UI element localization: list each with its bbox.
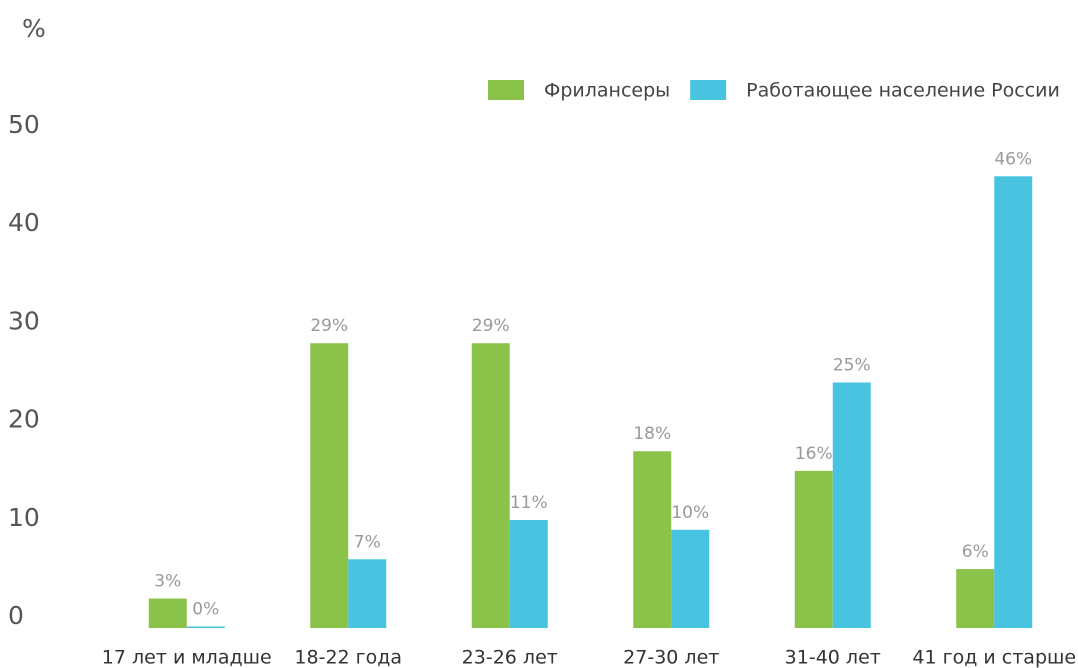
bar — [633, 451, 672, 628]
value-label: 11% — [510, 493, 548, 513]
x-tick-label: 27-30 лет — [623, 647, 719, 668]
value-label: 46% — [994, 149, 1032, 169]
bar — [832, 382, 871, 628]
value-label: 29% — [472, 316, 510, 336]
bar — [794, 470, 833, 628]
x-tick-label: 17 лет и младше — [102, 647, 272, 668]
y-tick-label: 20 — [8, 405, 40, 434]
value-label: 29% — [310, 316, 348, 336]
value-label: 7% — [354, 532, 381, 552]
bar — [186, 626, 225, 628]
bar — [310, 343, 349, 628]
value-label: 16% — [795, 444, 833, 464]
legend-label: Фрилансеры — [544, 80, 670, 102]
legend-swatch — [488, 80, 524, 100]
y-tick-label: 10 — [8, 503, 40, 532]
x-tick-label: 18-22 года — [294, 647, 402, 668]
value-label: 25% — [833, 356, 871, 376]
x-tick-label: 31-40 лет — [785, 647, 881, 668]
bar — [956, 569, 995, 628]
bar — [148, 598, 187, 628]
bar — [348, 559, 387, 628]
legend-label: Работающее население России — [746, 80, 1060, 102]
bar — [994, 176, 1033, 628]
bar — [471, 343, 510, 628]
y-tick-label: 0 — [8, 601, 24, 630]
y-axis-label: % — [22, 14, 46, 43]
y-tick-label: 40 — [8, 208, 40, 237]
y-tick-label: 50 — [8, 110, 40, 139]
value-label: 18% — [633, 424, 671, 444]
value-label: 6% — [962, 542, 989, 562]
x-tick-label: 41 год и старше — [912, 647, 1076, 668]
value-label: 0% — [192, 600, 219, 620]
bar — [671, 529, 710, 628]
value-label: 3% — [154, 572, 181, 592]
x-tick-label: 23-26 лет — [462, 647, 558, 668]
y-tick-label: 30 — [8, 306, 40, 335]
legend-swatch — [690, 80, 727, 100]
bar — [509, 519, 548, 628]
value-label: 10% — [671, 503, 709, 523]
